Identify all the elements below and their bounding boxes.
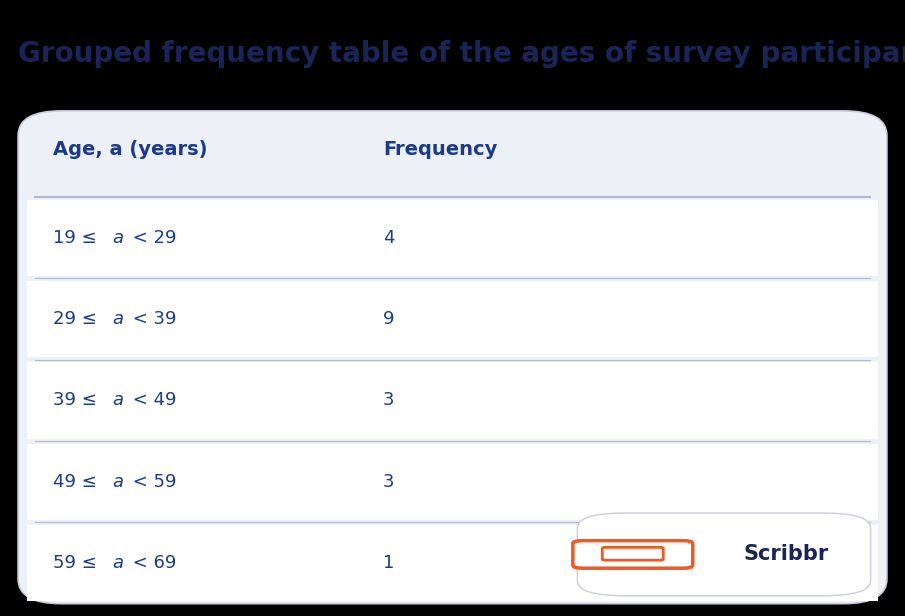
- Text: a: a: [112, 472, 123, 491]
- FancyBboxPatch shape: [27, 362, 878, 439]
- Text: a: a: [112, 310, 123, 328]
- Text: a: a: [112, 229, 123, 247]
- FancyBboxPatch shape: [18, 111, 887, 604]
- Text: Scribbr: Scribbr: [744, 545, 829, 564]
- FancyBboxPatch shape: [27, 525, 878, 601]
- FancyBboxPatch shape: [603, 548, 663, 560]
- Text: 49 ≤: 49 ≤: [52, 472, 102, 491]
- Text: 59 ≤: 59 ≤: [52, 554, 102, 572]
- Text: 3: 3: [383, 391, 395, 410]
- Text: a: a: [112, 554, 123, 572]
- Text: 1: 1: [383, 554, 395, 572]
- Text: < 59: < 59: [127, 472, 176, 491]
- Text: < 39: < 39: [127, 310, 176, 328]
- Text: < 49: < 49: [127, 391, 176, 410]
- Text: 29 ≤: 29 ≤: [52, 310, 102, 328]
- FancyBboxPatch shape: [27, 200, 878, 276]
- FancyBboxPatch shape: [27, 281, 878, 357]
- Text: < 69: < 69: [127, 554, 176, 572]
- FancyBboxPatch shape: [27, 444, 878, 520]
- Text: 39 ≤: 39 ≤: [52, 391, 102, 410]
- Text: 19 ≤: 19 ≤: [52, 229, 102, 247]
- Text: 3: 3: [383, 472, 395, 491]
- FancyBboxPatch shape: [573, 541, 692, 568]
- Text: < 29: < 29: [127, 229, 176, 247]
- Text: 9: 9: [383, 310, 395, 328]
- Text: Grouped frequency table of the ages of survey participants: Grouped frequency table of the ages of s…: [18, 40, 905, 68]
- Text: 4: 4: [383, 229, 395, 247]
- FancyBboxPatch shape: [577, 513, 871, 596]
- Text: Frequency: Frequency: [383, 140, 498, 159]
- Text: a: a: [112, 391, 123, 410]
- Text: Age, a (years): Age, a (years): [52, 140, 207, 159]
